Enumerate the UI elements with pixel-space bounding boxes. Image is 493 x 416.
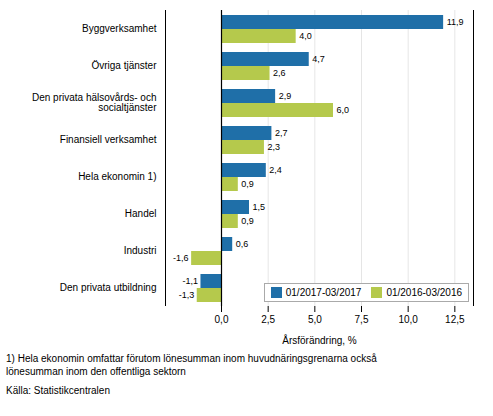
svg-text:0,9: 0,9 (241, 179, 254, 189)
svg-text:10,0: 10,0 (398, 314, 418, 325)
svg-text:0,6: 0,6 (236, 239, 249, 249)
svg-text:2,9: 2,9 (279, 91, 292, 101)
svg-text:7,5: 7,5 (355, 314, 369, 325)
svg-text:12,5: 12,5 (445, 314, 465, 325)
svg-text:2,6: 2,6 (273, 68, 286, 78)
html-text:lönesumman inom den offentliga: lönesumman inom den offentliga sektorn (6, 366, 186, 377)
svg-text:2,5: 2,5 (261, 314, 275, 325)
svg-text:Industri: Industri (124, 245, 157, 256)
html-text:01/2016-03/2016: 01/2016-03/2016 (386, 287, 462, 298)
svg-text:Den privata hälsovårds- ochsoc: Den privata hälsovårds- ochsocialtjänste… (32, 92, 157, 113)
svg-text:1,5: 1,5 (253, 202, 266, 212)
svg-text:2,4: 2,4 (269, 165, 282, 175)
html-text:01/2017-03/2017: 01/2017-03/2017 (285, 287, 362, 298)
svg-text:Hela ekonomin 1): Hela ekonomin 1) (78, 171, 156, 182)
svg-text:Byggverksamhet: Byggverksamhet (82, 23, 157, 34)
svg-text:11,9: 11,9 (447, 17, 464, 27)
svg-text:4,7: 4,7 (312, 54, 325, 64)
svg-text:0,0: 0,0 (215, 314, 229, 325)
svg-text:-1,1: -1,1 (182, 276, 198, 286)
svg-text:Övriga tjänster: Övriga tjänster (91, 60, 157, 71)
svg-text:6,0: 6,0 (337, 105, 350, 115)
html-text:1) Hela ekonomin omfattar föru: 1) Hela ekonomin omfattar förutom lönesu… (6, 353, 377, 364)
svg-text:Den privata utbildning: Den privata utbildning (60, 282, 157, 293)
svg-text:-1,6: -1,6 (173, 253, 189, 263)
svg-text:Handel: Handel (125, 208, 157, 219)
html-text:Källa: Statistikcentralen: Källa: Statistikcentralen (6, 385, 110, 396)
svg-text:-1,3: -1,3 (179, 290, 195, 300)
svg-text:2,7: 2,7 (275, 128, 288, 138)
svg-text:2,3: 2,3 (267, 142, 280, 152)
svg-text:Årsförändring, %: Årsförändring, % (282, 334, 357, 346)
svg-text:Finansiell verksamhet: Finansiell verksamhet (60, 134, 157, 145)
svg-text:4,0: 4,0 (299, 31, 312, 41)
svg-text:0,9: 0,9 (241, 216, 254, 226)
svg-text:5,0: 5,0 (308, 314, 322, 325)
